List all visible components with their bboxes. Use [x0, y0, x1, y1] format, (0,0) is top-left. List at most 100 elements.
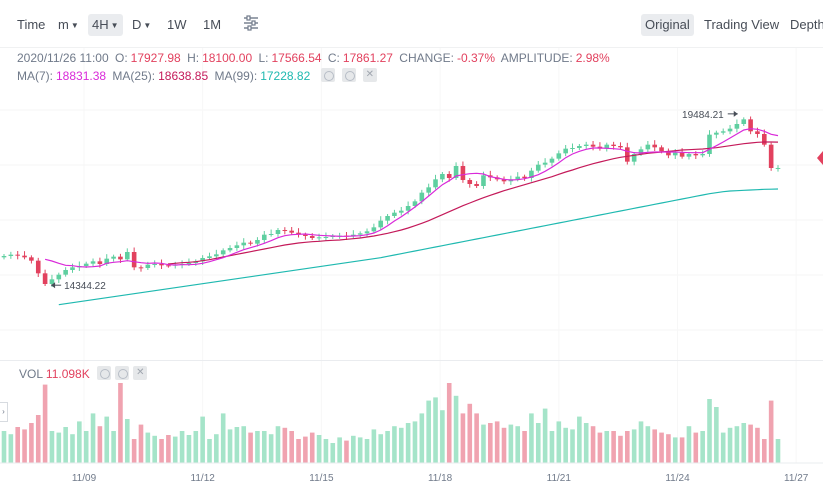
volume-bar: [501, 427, 507, 463]
volume-bar: [659, 432, 664, 463]
candle: [70, 267, 75, 270]
volume-bar: [83, 431, 89, 463]
chart-toolbar: Time m ▼ 4H ▼ D ▼ 1W 1M Original Trading Vi…: [0, 0, 823, 48]
interval-4h-label: 4H: [92, 17, 109, 32]
volume-bar: [488, 423, 493, 463]
candle: [638, 149, 644, 154]
candle: [707, 134, 712, 154]
volume-bar: [741, 423, 747, 463]
minutes-dropdown[interactable]: m ▼: [58, 14, 79, 36]
volume-bar: [577, 416, 582, 463]
candle: [426, 187, 431, 193]
eye-icon[interactable]: [97, 366, 112, 380]
eye-icon[interactable]: [320, 68, 335, 82]
volume-value: 11.098K: [45, 367, 90, 381]
candle: [467, 180, 473, 184]
amplitude-value: 2.98%: [575, 51, 610, 65]
volume-bar: [405, 423, 411, 463]
time-button[interactable]: Time: [17, 17, 46, 32]
trading-view-tab[interactable]: Trading View: [704, 17, 780, 32]
volume-bar: [159, 439, 164, 463]
candle: [152, 264, 157, 265]
volume-bar: [672, 437, 678, 463]
close-icon[interactable]: [133, 366, 148, 380]
candle: [679, 152, 685, 157]
toolbar-divider: [0, 47, 823, 48]
candle: [583, 144, 589, 146]
volume-bar: [200, 416, 205, 463]
volume-bar: [618, 435, 623, 463]
volume-bar: [535, 423, 541, 463]
chart-settings-icon[interactable]: [243, 15, 259, 37]
interval-4h-dropdown[interactable]: 4H ▼: [88, 14, 123, 36]
candle: [385, 216, 390, 221]
candle: [42, 273, 48, 284]
candle: [200, 258, 205, 262]
volume-bar: [214, 434, 219, 463]
volume-bar: [296, 439, 301, 463]
low-value: 17566.54: [271, 51, 322, 65]
depth-tab[interactable]: Depth: [790, 17, 823, 32]
candle: [755, 131, 760, 134]
candle: [90, 261, 96, 264]
candle: [440, 174, 445, 180]
candle: [166, 265, 171, 267]
candle: [15, 254, 20, 256]
volume-bar: [351, 435, 356, 463]
close-icon[interactable]: [362, 68, 377, 82]
volume-bar: [700, 431, 705, 463]
volume-bar: [179, 431, 185, 463]
candle: [255, 240, 260, 244]
volume-bar: [344, 440, 349, 463]
ma7-label: MA(7):: [17, 69, 53, 83]
volume-bar: [364, 439, 370, 463]
ma99-line: [58, 188, 779, 306]
gear-icon[interactable]: [341, 68, 356, 82]
ma99-label: MA(99):: [214, 69, 258, 83]
x-tick-label: 11/21: [547, 473, 572, 484]
ma99-value: 17228.82: [260, 69, 311, 83]
candle: [186, 263, 192, 264]
candle: [49, 279, 55, 284]
candle: [111, 256, 116, 259]
volume-bar: [241, 426, 247, 463]
volume-bar: [330, 443, 336, 463]
volume-bar: [762, 439, 767, 463]
close-value: 17861.27: [342, 51, 393, 65]
volume-bar: [357, 437, 363, 463]
volume-bar: [597, 432, 603, 463]
volume-bar: [138, 424, 144, 463]
low-label: L:: [258, 51, 269, 65]
week-button[interactable]: 1W: [167, 17, 187, 32]
candle: [535, 164, 541, 171]
original-view-tab[interactable]: Original: [641, 14, 694, 36]
ma7-line: [44, 128, 779, 268]
candle: [357, 233, 363, 235]
candle: [378, 220, 384, 228]
volume-bar: [234, 427, 240, 463]
month-button[interactable]: 1M: [203, 17, 222, 32]
candle: [768, 144, 774, 168]
day-dropdown[interactable]: D ▼: [132, 14, 151, 36]
chevron-right-icon[interactable]: ›: [0, 402, 8, 422]
candle: [268, 234, 274, 235]
ohlc-info-line: 2020/11/26 11:00 O: 17927.98 H: 18100.00 L…: [17, 51, 613, 65]
volume-bar: [467, 403, 473, 463]
volume-bar: [440, 410, 445, 463]
volume-bar: [453, 395, 459, 463]
candle: [481, 175, 486, 186]
volume-bar: [42, 384, 48, 463]
volume-bar: [337, 437, 342, 463]
candle: [131, 252, 137, 268]
volume-bar: [275, 426, 281, 463]
volume-bar: [371, 429, 377, 463]
candle: [474, 184, 479, 186]
candle: [97, 261, 103, 264]
volume-bar: [556, 421, 562, 463]
gear-icon[interactable]: [115, 366, 130, 380]
volume-bar: [118, 383, 123, 463]
candle: [104, 258, 110, 264]
candle: [529, 170, 534, 178]
volume-bar: [768, 400, 774, 463]
